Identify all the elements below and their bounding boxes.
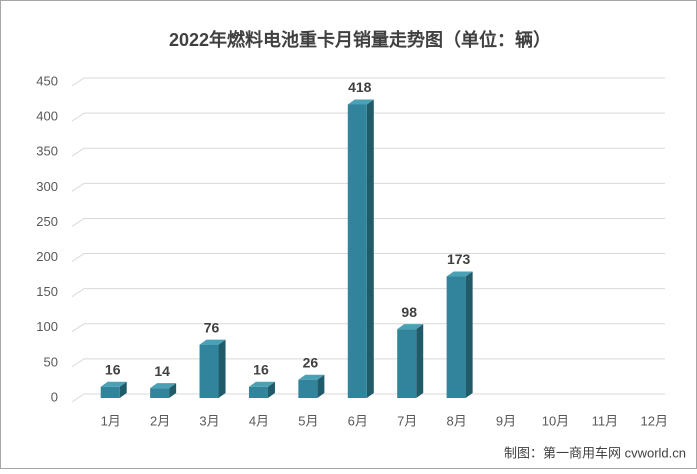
bar [446,276,466,398]
bar-side [218,339,226,398]
bar-top [248,381,275,387]
x-tick-label: 1月 [101,413,121,428]
y-tick-label: 300 [36,179,58,194]
x-tick-label: 4月 [249,413,269,428]
bar-top [199,339,226,345]
bar [150,388,170,398]
chart-title: 2022年燃料电池重卡月销量走势图（单位：辆） [169,29,551,50]
x-tick-label: 6月 [348,413,368,428]
x-tick-label: 5月 [298,413,318,428]
bar [298,379,318,398]
value-label: 16 [105,361,121,377]
grid-line [71,253,665,262]
bar-side [119,381,127,398]
x-tick-label: 9月 [496,413,516,428]
grid-line [71,112,665,122]
bar-top [298,374,325,380]
grid-line [71,217,665,227]
bar [100,386,120,398]
bar-top [446,271,473,277]
bar-side [465,271,473,398]
y-tick-label: 400 [36,109,58,124]
y-tick-label: 150 [36,284,58,299]
y-tick-label: 100 [36,319,58,334]
bar [397,329,417,398]
x-tick-label: 10月 [542,413,569,428]
value-label: 14 [154,363,170,379]
y-tick-label: 0 [51,389,58,404]
bar-side [366,99,374,399]
x-tick-label: 12月 [641,413,668,428]
value-label: 76 [204,319,220,335]
y-tick-label: 450 [36,73,58,88]
value-label: 16 [253,361,269,377]
bar-top [397,324,424,330]
grid-line [71,182,665,192]
x-tick-label: 7月 [397,413,417,428]
grid-line [71,77,665,87]
value-label: 26 [303,354,319,370]
value-label: 173 [447,251,471,267]
bar-side [317,374,325,398]
x-tick-label: 3月 [199,413,219,428]
x-tick-label: 11月 [592,413,619,428]
grid-line [71,393,665,403]
y-tick-label: 250 [36,214,58,229]
source-note: 制图：第一商用车网 cvworld.cn [504,445,686,460]
bar-top [347,99,374,105]
value-label: 418 [348,79,372,95]
bar-top [100,381,127,387]
x-tick-label: 8月 [447,413,467,428]
grid-line [71,147,665,157]
bar [347,104,367,399]
bar [248,386,268,398]
y-tick-label: 350 [36,144,58,159]
bar-side [416,324,424,398]
bar-side [267,381,275,398]
y-tick-label: 200 [36,249,58,264]
bar [199,344,219,398]
y-tick-label: 50 [44,354,58,369]
bar-side [169,383,177,398]
x-tick-label: 2月 [150,413,170,428]
bar-top [150,383,177,389]
value-label: 98 [401,304,417,320]
